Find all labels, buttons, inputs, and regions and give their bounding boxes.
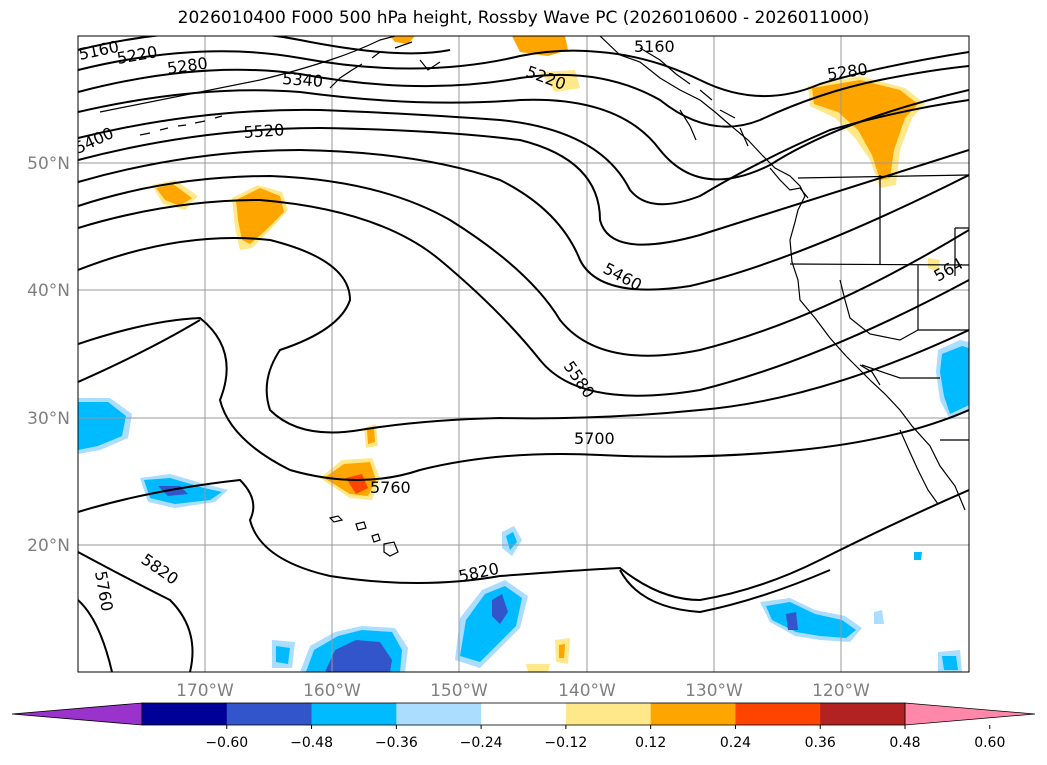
- contour-label: 5760: [370, 478, 411, 497]
- lon-label: 140°W: [558, 681, 616, 701]
- colorbar-segment: [735, 703, 821, 725]
- coastlines: [99, 36, 969, 557]
- lon-label: 130°W: [685, 681, 743, 701]
- colorbar-segment: [820, 703, 906, 725]
- colorbar-segment: [142, 703, 228, 725]
- lon-label: 120°W: [812, 681, 870, 701]
- map-frame: [77, 35, 970, 673]
- longitude-labels: 170°W 160°W 150°W 140°W 130°W 120°W: [176, 681, 870, 701]
- colorbar-tick-label: −0.12: [544, 735, 587, 751]
- contour-label: 5700: [574, 429, 615, 448]
- colorbar-segment: [396, 703, 482, 725]
- lat-label: 30°N: [27, 409, 70, 429]
- contour-label: 5160: [634, 37, 675, 56]
- lat-label: 20°N: [27, 536, 70, 556]
- colorbar-segment: [565, 703, 652, 725]
- colorbar-tick-label: −0.60: [205, 735, 248, 751]
- colorbar-segment: [650, 703, 736, 725]
- map-title: 2026010400 F000 500 hPa height, Rossby W…: [177, 8, 870, 28]
- colorbar-segment: [481, 703, 567, 725]
- lon-label: 170°W: [176, 681, 234, 701]
- lat-label: 40°N: [27, 281, 70, 301]
- height-contours: [78, 36, 969, 672]
- map-area: [78, 36, 969, 672]
- colorbar-extend-min: [11, 702, 143, 726]
- colorbar-tick-label: 0.24: [720, 735, 751, 751]
- colorbar: −0.60 −0.48 −0.36 −0.24 −0.12 0.12 0.24 0.36 0.4…: [11, 702, 1036, 751]
- colorbar-tick-label: −0.48: [290, 735, 333, 751]
- latitude-labels: 50°N 40°N 30°N 20°N: [27, 154, 70, 556]
- colorbar-segment: [226, 703, 313, 725]
- colorbar-tick-label: 0.36: [805, 735, 836, 751]
- colorbar-segment: [311, 703, 397, 725]
- graticule: [78, 36, 969, 672]
- colorbar-tick-label: 0.60: [974, 735, 1005, 751]
- colorbar-tick-label: 0.48: [889, 735, 920, 751]
- colorbar-extend-max: [904, 702, 1036, 726]
- lon-label: 160°W: [303, 681, 361, 701]
- colorbar-frame: [141, 702, 906, 726]
- lat-label: 50°N: [27, 154, 70, 174]
- contour-label: 5520: [243, 120, 285, 142]
- colorbar-tick-label: −0.24: [460, 735, 503, 751]
- colorbar-tick-label: −0.36: [375, 735, 418, 751]
- colorbar-tick-label: 0.12: [635, 735, 666, 751]
- contour-label: 5340: [282, 69, 324, 91]
- lon-label: 150°W: [430, 681, 488, 701]
